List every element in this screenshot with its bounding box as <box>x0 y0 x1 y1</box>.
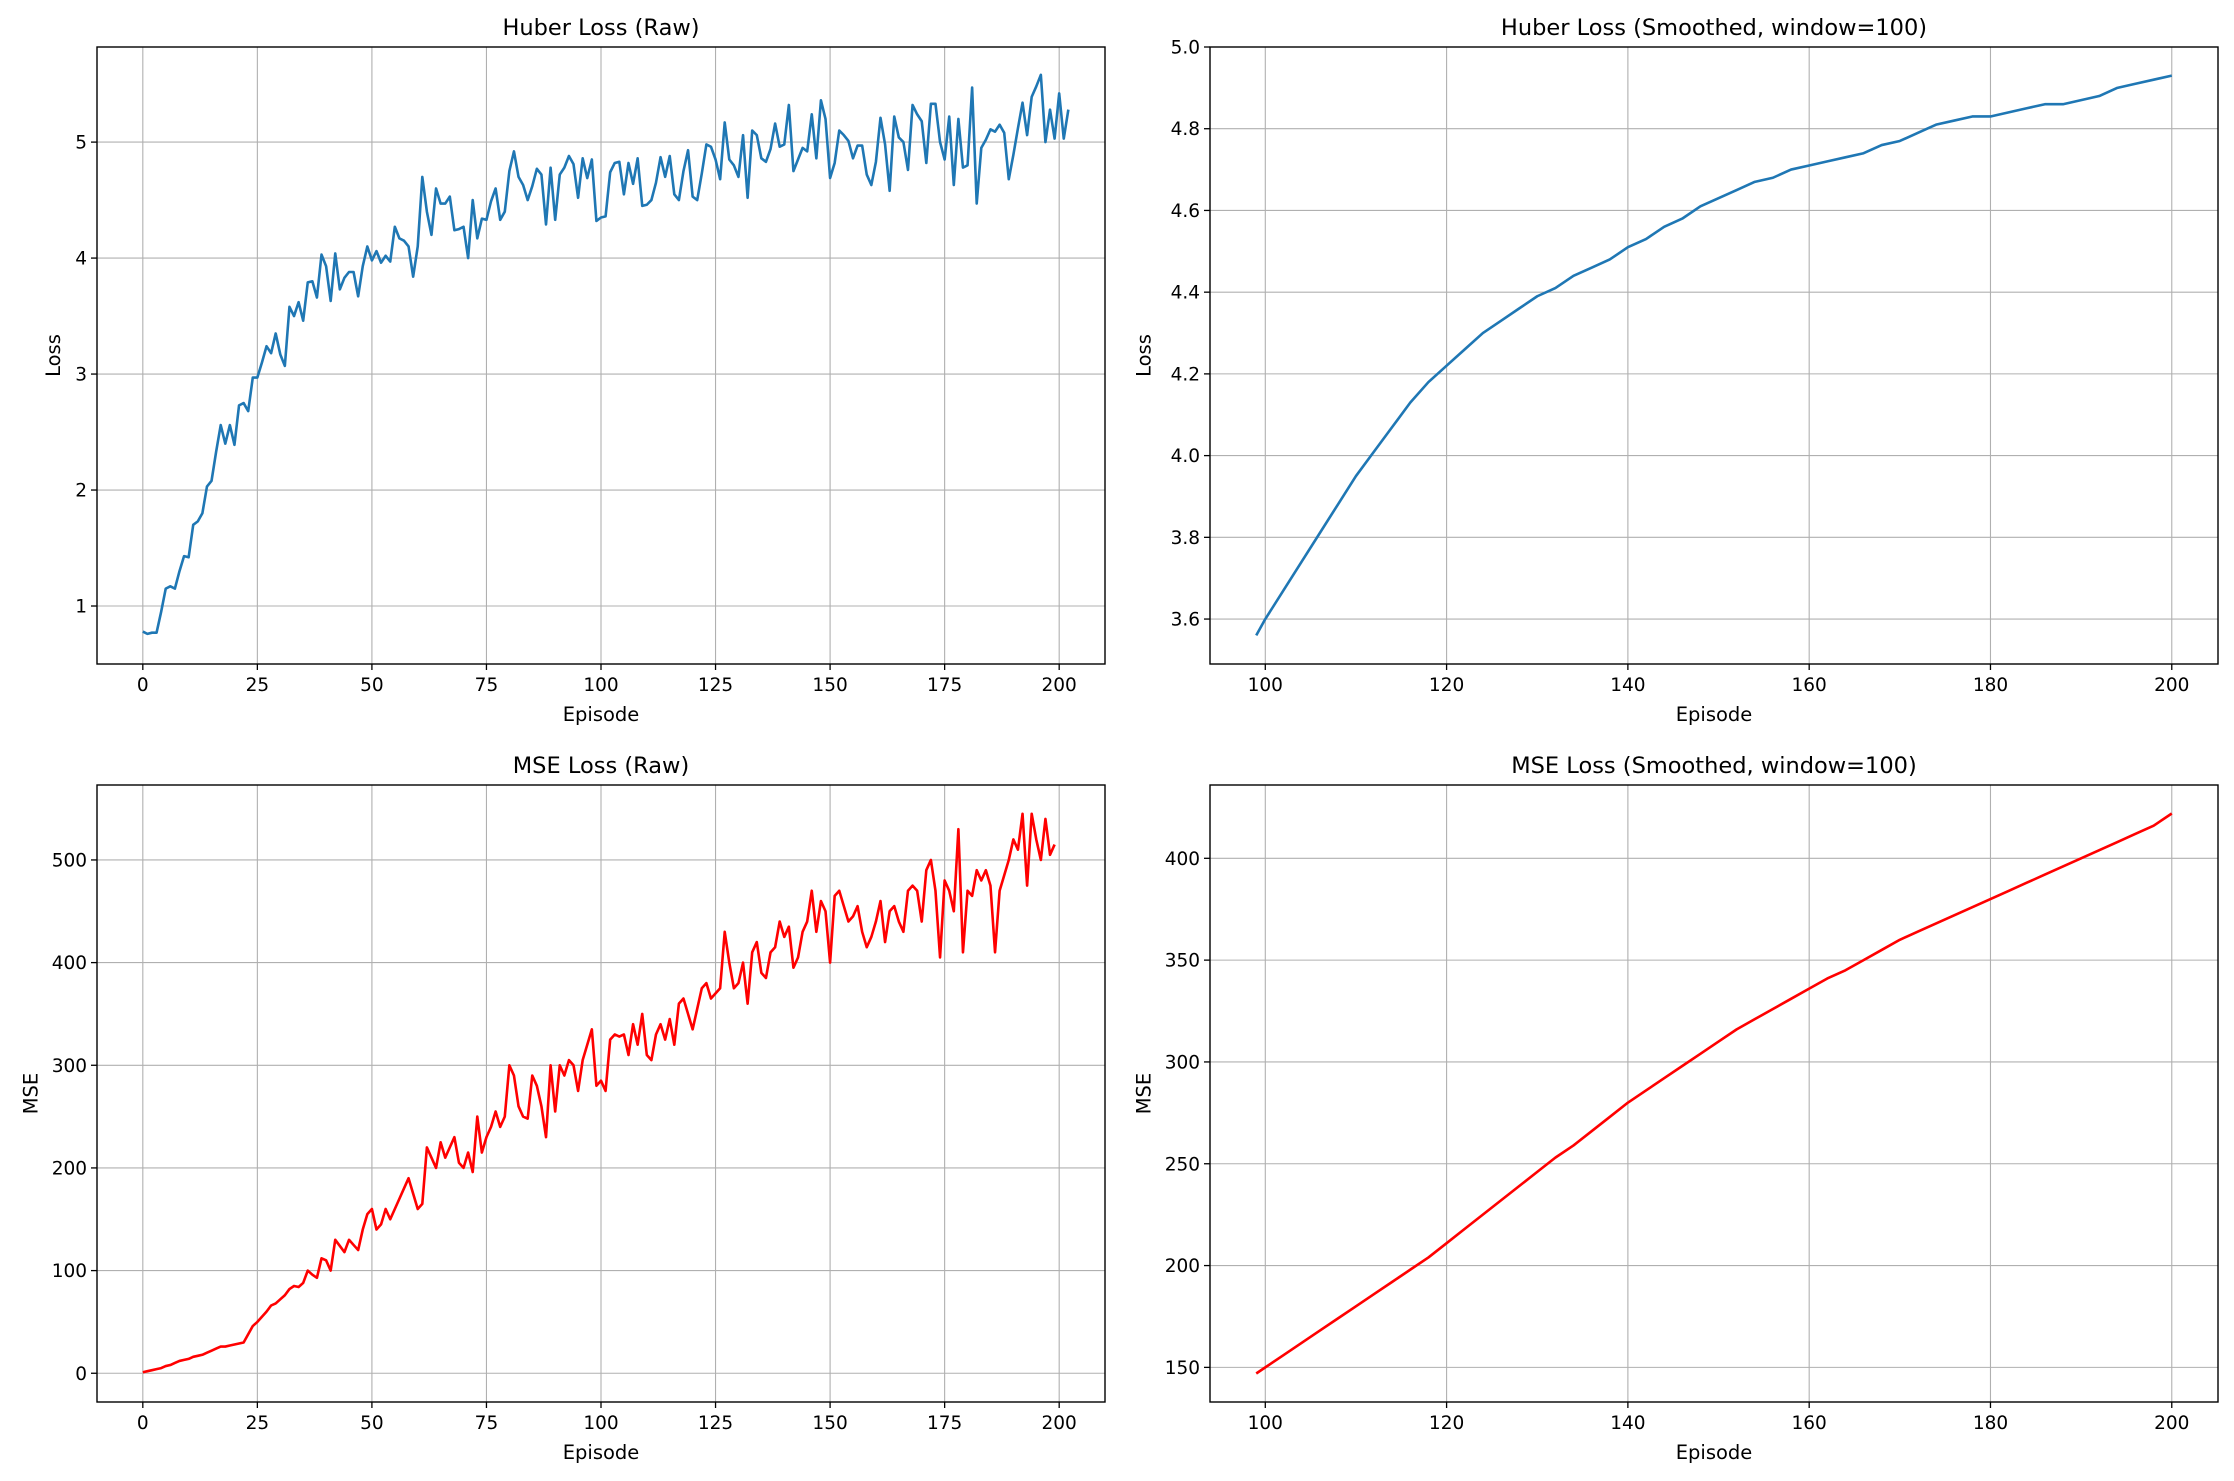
series-line <box>1255 812 2173 1375</box>
y-tick-label: 350 <box>1165 951 1200 972</box>
chart-title: MSE Loss (Raw) <box>513 753 689 779</box>
subplot-4: 100 120 140 160 180 200 150 200 250 300 350 400 MSE … <box>1132 753 2219 1464</box>
chart-title: MSE Loss (Smoothed, window=100) <box>1511 753 1917 779</box>
y-tick-label: 4.6 <box>1171 201 1200 222</box>
y-tick-label: 250 <box>1165 1154 1200 1175</box>
x-tick-label: 200 <box>2154 675 2189 696</box>
axes-frame <box>1209 784 2219 1403</box>
x-tick-label: 75 <box>475 675 499 696</box>
x-tick-label: 180 <box>1973 1413 2008 1434</box>
y-tick-label: 4.0 <box>1171 446 1200 467</box>
y-tick-label: 3.6 <box>1171 610 1200 631</box>
x-tick-label: 100 <box>1248 1413 1283 1434</box>
axes-frame <box>1209 46 2219 665</box>
x-tick-label: 160 <box>1792 675 1827 696</box>
y-tick-label: 400 <box>1165 849 1200 870</box>
x-tick-label: 140 <box>1610 1413 1645 1434</box>
y-tick-label: 4.8 <box>1171 119 1200 140</box>
x-axis-label: Episode <box>563 703 640 726</box>
y-tick-label: 4.4 <box>1171 283 1200 304</box>
y-tick-label: 300 <box>52 1056 87 1077</box>
x-tick-label: 100 <box>1248 675 1283 696</box>
y-tick-label: 1 <box>75 597 87 618</box>
x-tick-label: 100 <box>583 1413 618 1434</box>
y-tick-label: 150 <box>1165 1358 1200 1379</box>
series-line <box>142 812 1056 1374</box>
y-axis-label: MSE <box>19 1073 42 1115</box>
x-tick-label: 25 <box>246 675 270 696</box>
y-tick-label: 500 <box>52 850 87 871</box>
x-tick-label: 50 <box>360 1413 384 1434</box>
y-tick-label: 4 <box>75 249 87 270</box>
x-tick-label: 175 <box>927 1413 962 1434</box>
x-tick-label: 75 <box>475 1413 499 1434</box>
y-tick-label: 400 <box>52 953 87 974</box>
y-tick-label: 5.0 <box>1171 38 1200 59</box>
subplot-3: 0 25 50 75 100 125 150 175 200 0 100 200 300 400 500 MS… <box>19 753 1106 1464</box>
y-tick-label: 200 <box>1165 1256 1200 1277</box>
x-tick-label: 160 <box>1792 1413 1827 1434</box>
x-tick-label: 120 <box>1429 1413 1464 1434</box>
y-tick-label: 3.8 <box>1171 528 1200 549</box>
x-axis-label: Episode <box>563 1441 640 1464</box>
x-axis-label: Episode <box>1676 703 1753 726</box>
x-tick-label: 175 <box>927 675 962 696</box>
y-tick-label: 4.2 <box>1171 364 1200 385</box>
x-axis-label: Episode <box>1676 1441 1753 1464</box>
x-tick-label: 0 <box>137 675 149 696</box>
x-tick-label: 50 <box>360 675 384 696</box>
y-axis-label: Loss <box>42 334 65 377</box>
y-tick-label: 300 <box>1165 1052 1200 1073</box>
x-tick-label: 150 <box>812 1413 847 1434</box>
y-tick-label: 100 <box>52 1261 87 1282</box>
subplot-1: 0 25 50 75 100 125 150 175 200 1 2 3 4 5 Huber Loss (R… <box>42 15 1106 726</box>
y-tick-label: 3 <box>75 365 87 386</box>
x-tick-label: 200 <box>1042 1413 1077 1434</box>
x-tick-label: 0 <box>137 1413 149 1434</box>
x-tick-label: 150 <box>812 675 847 696</box>
x-tick-label: 25 <box>246 1413 270 1434</box>
x-tick-label: 200 <box>1042 675 1077 696</box>
y-tick-label: 0 <box>75 1364 87 1385</box>
x-tick-label: 120 <box>1429 675 1464 696</box>
x-tick-label: 200 <box>2154 1413 2189 1434</box>
x-tick-label: 125 <box>698 675 733 696</box>
y-tick-label: 2 <box>75 481 87 502</box>
x-tick-label: 100 <box>583 675 618 696</box>
series-line <box>142 73 1070 636</box>
chart-title: Huber Loss (Smoothed, window=100) <box>1501 15 1927 41</box>
x-tick-label: 125 <box>698 1413 733 1434</box>
series-line <box>1255 74 2173 637</box>
x-tick-label: 140 <box>1610 675 1645 696</box>
chart-title: Huber Loss (Raw) <box>502 15 699 41</box>
x-tick-label: 180 <box>1973 675 2008 696</box>
subplot-2: 100 120 140 160 180 200 3.6 3.8 4.0 4.2 4.4 4.6 4.8 5… <box>1132 15 2219 726</box>
y-axis-label: MSE <box>1132 1073 1155 1115</box>
y-tick-label: 5 <box>75 133 87 154</box>
y-tick-label: 200 <box>52 1158 87 1179</box>
y-axis-label: Loss <box>1132 334 1155 377</box>
